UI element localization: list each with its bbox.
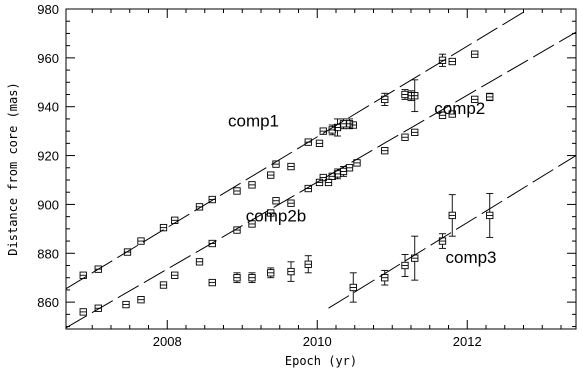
y-axis-title: Distance from core (mas): [6, 82, 20, 255]
fit-line-comp2: [66, 31, 576, 329]
y-tick-label: 920: [37, 149, 59, 164]
annotation-comp2b: comp2b: [246, 207, 306, 226]
annotation-comp3: comp3: [445, 248, 496, 267]
annotations: comp1 comp2 comp2b comp3: [228, 99, 497, 267]
axis-tick-labels: 860 880 900 920 940 960 980 2008 2010 2012: [37, 2, 481, 349]
annotation-comp2: comp2: [434, 99, 485, 118]
y-tick-label: 960: [37, 51, 59, 66]
annotation-comp1: comp1: [228, 111, 279, 130]
y-tick-label: 880: [37, 246, 59, 261]
y-tick-label: 980: [37, 2, 59, 17]
axis-ticks: [66, 8, 576, 329]
fit-line-comp1: [66, 9, 530, 290]
x-axis-title: Epoch (yr): [285, 354, 357, 368]
data-points: [79, 50, 494, 316]
y-tick-label: 940: [37, 100, 59, 115]
fit-line-comp3: [328, 155, 576, 309]
x-tick-label: 2008: [153, 334, 182, 349]
fit-lines: [66, 9, 576, 329]
x-tick-label: 2010: [303, 334, 332, 349]
x-tick-label: 2012: [453, 334, 482, 349]
y-tick-label: 860: [37, 295, 59, 310]
y-tick-label: 900: [37, 197, 59, 212]
plot-frame: [65, 8, 577, 330]
